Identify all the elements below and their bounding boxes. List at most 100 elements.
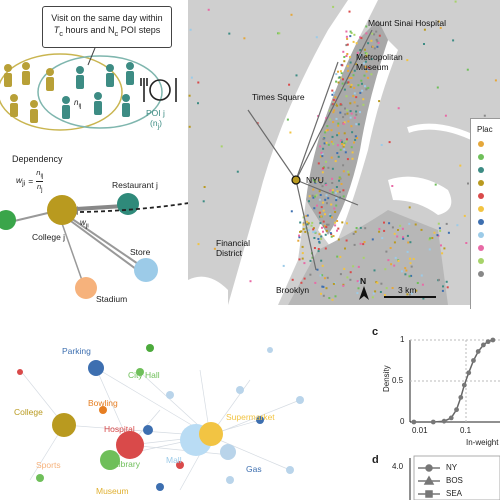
poi-dot bbox=[339, 76, 342, 79]
poi-dot bbox=[378, 230, 381, 233]
poi-dot bbox=[299, 221, 302, 224]
legend-swatch bbox=[478, 271, 484, 277]
poi-dot bbox=[190, 76, 193, 79]
poi-dot bbox=[422, 297, 425, 300]
poi-dot bbox=[324, 247, 327, 250]
poi-dot bbox=[375, 281, 378, 284]
poi-dot bbox=[324, 131, 327, 134]
poi-dot bbox=[319, 145, 322, 148]
poi-dot bbox=[370, 39, 373, 42]
poi-dot bbox=[353, 243, 356, 246]
poi-dot bbox=[371, 296, 374, 299]
density-chart bbox=[409, 337, 500, 425]
poi-dot bbox=[354, 138, 357, 141]
poi-dot bbox=[372, 292, 375, 295]
poi-dot bbox=[324, 213, 326, 216]
poi-dot bbox=[439, 26, 442, 29]
poi-dot bbox=[445, 222, 448, 225]
poi-dot bbox=[355, 42, 358, 45]
poi-dot bbox=[393, 241, 396, 244]
poi-dot bbox=[349, 102, 352, 105]
poi-dot bbox=[447, 231, 450, 234]
poi-dot bbox=[339, 148, 342, 151]
poi-dot bbox=[399, 224, 402, 227]
poi-dot bbox=[363, 62, 365, 65]
poi-dot bbox=[349, 35, 352, 38]
poi-dot bbox=[335, 73, 338, 76]
poi-dot bbox=[420, 274, 423, 277]
poi-dot bbox=[362, 243, 365, 246]
poi-dot bbox=[401, 227, 404, 230]
poi-dot bbox=[318, 211, 321, 214]
poi-dot bbox=[440, 244, 442, 247]
poi-dot bbox=[355, 113, 358, 116]
poi-dot bbox=[388, 222, 391, 225]
poi-dot bbox=[370, 58, 373, 61]
poi-dot bbox=[463, 214, 466, 217]
poi-dot bbox=[359, 226, 362, 229]
poi-dot bbox=[404, 273, 407, 276]
poi-dot bbox=[326, 129, 329, 131]
poi-dot bbox=[319, 274, 322, 277]
poi-dot bbox=[374, 290, 377, 293]
poi-dot bbox=[344, 113, 347, 116]
poi-dot bbox=[349, 61, 352, 64]
poi-dot bbox=[367, 66, 370, 69]
poi-dot bbox=[336, 152, 339, 155]
poi-dot bbox=[312, 228, 315, 231]
poi-dot bbox=[433, 231, 436, 234]
poi-dot bbox=[334, 211, 337, 213]
poi-dot bbox=[373, 33, 376, 36]
poi-dot bbox=[343, 132, 346, 135]
poi-dot bbox=[197, 81, 200, 84]
poi-dot bbox=[299, 230, 302, 233]
poi-dot bbox=[313, 207, 316, 210]
poi-dot bbox=[397, 260, 400, 262]
poi-dot bbox=[436, 86, 439, 89]
poi-dot bbox=[349, 110, 352, 113]
poi-dot bbox=[331, 93, 334, 96]
callout-pointer bbox=[87, 47, 96, 66]
network-panel bbox=[17, 344, 304, 491]
poi-dot bbox=[390, 263, 393, 266]
restaurant-icon bbox=[140, 78, 177, 102]
poi-dot bbox=[362, 103, 365, 106]
poi-dot bbox=[443, 247, 446, 250]
poi-dot bbox=[346, 37, 349, 40]
c-point-8 bbox=[471, 358, 476, 363]
poi-dot bbox=[396, 235, 399, 238]
poi-dot bbox=[350, 146, 353, 149]
poi-dot bbox=[394, 256, 397, 259]
poi-dot bbox=[346, 43, 349, 46]
group-ellipse-teal bbox=[37, 55, 163, 129]
poi-dot bbox=[315, 36, 318, 39]
poi-dot bbox=[318, 241, 321, 244]
store-node bbox=[134, 258, 158, 282]
poi-dot bbox=[334, 96, 337, 99]
poi-dot bbox=[313, 247, 316, 249]
poi-dot bbox=[317, 250, 320, 253]
poi-dot bbox=[363, 48, 366, 51]
poi-dot bbox=[312, 188, 315, 191]
poi-dot bbox=[467, 182, 469, 185]
poi-dot bbox=[350, 112, 353, 115]
poi-dot bbox=[188, 125, 191, 128]
c-point-3 bbox=[448, 415, 454, 421]
edge-college-store bbox=[61, 211, 145, 269]
poi-dot bbox=[327, 166, 330, 169]
poi-dot bbox=[366, 52, 368, 55]
poi-dot bbox=[322, 220, 325, 223]
poi-dot bbox=[349, 271, 352, 274]
poi-dot bbox=[371, 238, 374, 241]
poi-dot bbox=[306, 223, 309, 226]
poi-dot bbox=[335, 199, 338, 202]
poi-dot bbox=[388, 141, 391, 144]
poi-label: POI j bbox=[146, 108, 165, 118]
poi-dot bbox=[312, 231, 315, 234]
edge-college-green bbox=[9, 211, 53, 223]
poi-dot bbox=[359, 111, 361, 114]
poi-dot bbox=[298, 236, 301, 239]
poi-dot bbox=[329, 232, 332, 235]
poi-dot bbox=[402, 236, 404, 239]
poi-dot bbox=[356, 292, 359, 295]
